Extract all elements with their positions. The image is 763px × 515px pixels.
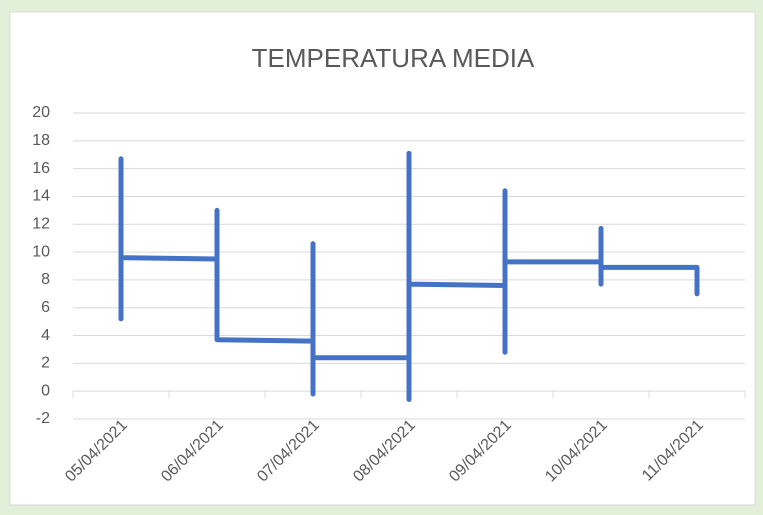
y-tick-label: 14: [32, 188, 50, 205]
y-tick-label: 12: [32, 215, 50, 232]
y-tick-label: 4: [41, 327, 50, 344]
chart-title: TEMPERATURA MEDIA: [252, 43, 535, 73]
y-tick-label: 20: [32, 104, 50, 121]
line-series: [118, 150, 700, 403]
y-tick-label: 16: [32, 160, 50, 177]
y-tick-label: 0: [41, 382, 50, 399]
y-tick-label: 10: [32, 243, 50, 260]
y-tick-label: 8: [41, 271, 50, 288]
y-tick-label: 18: [32, 132, 50, 149]
y-tick-label: -2: [36, 410, 50, 427]
y-tick-label: 2: [41, 355, 50, 372]
y-tick-label: 6: [41, 299, 50, 316]
